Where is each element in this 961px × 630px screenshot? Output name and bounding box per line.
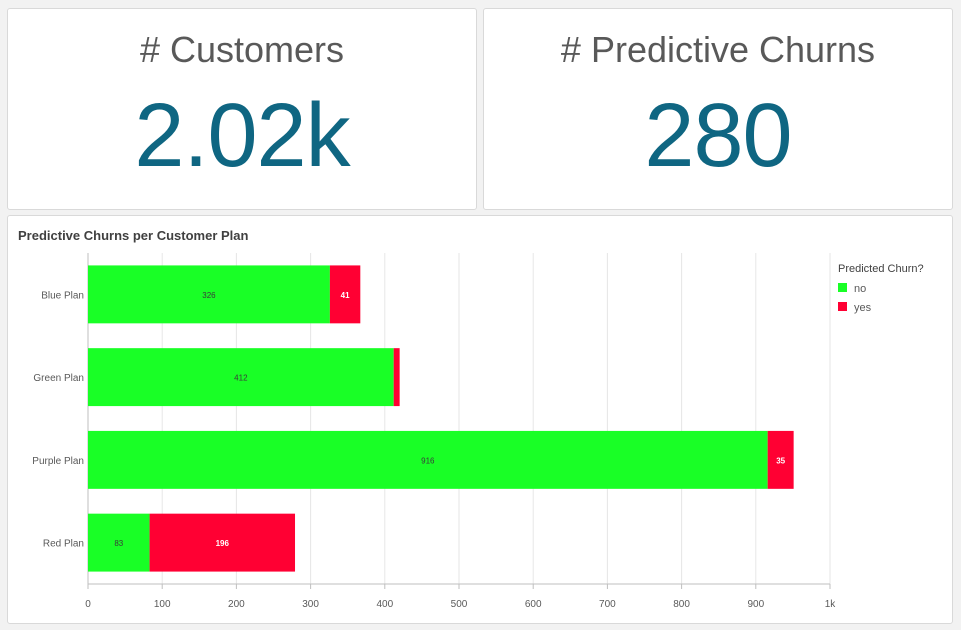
churns-kpi-card[interactable]: # Predictive Churns 280 xyxy=(483,8,953,210)
x-tick-label: 500 xyxy=(451,599,468,610)
churns-kpi-title: # Predictive Churns xyxy=(560,29,876,70)
legend-swatch-no xyxy=(838,283,847,292)
x-tick-label: 100 xyxy=(154,599,171,610)
x-tick-label: 1k xyxy=(825,599,837,610)
x-tick-label: 600 xyxy=(525,599,542,610)
legend-swatch-yes xyxy=(838,302,847,311)
legend-label-yes[interactable]: yes xyxy=(854,302,872,314)
y-category-label: Purple Plan xyxy=(32,456,84,467)
legend-label-no[interactable]: no xyxy=(854,283,866,295)
bar-no[interactable] xyxy=(88,513,150,572)
bar-yes[interactable] xyxy=(393,348,400,407)
bar-yes[interactable] xyxy=(149,513,296,572)
bar-value-label: 326 xyxy=(202,291,216,300)
bar-no[interactable] xyxy=(88,430,768,489)
churns-kpi-value: 280 xyxy=(644,86,792,186)
chart-title: Predictive Churns per Customer Plan xyxy=(18,228,249,243)
bar-value-label: 41 xyxy=(341,291,350,300)
bar-yes[interactable] xyxy=(329,265,361,324)
x-tick-label: 700 xyxy=(599,599,616,610)
bar-value-label: 412 xyxy=(234,374,248,383)
bar-yes[interactable] xyxy=(767,430,794,489)
x-tick-label: 900 xyxy=(747,599,764,610)
x-tick-label: 800 xyxy=(673,599,690,610)
x-tick-label: 300 xyxy=(302,599,319,610)
churn-bar-chart[interactable]: 0 100 200 300 400 500 600 700 800 900 1k Blue Plan 3… xyxy=(8,216,952,623)
bar-value-label: 196 xyxy=(216,539,230,548)
customers-kpi-value: 2.02k xyxy=(134,86,350,186)
legend-title: Predicted Churn? xyxy=(838,263,924,275)
x-tick-label: 0 xyxy=(85,599,91,610)
y-category-label: Blue Plan xyxy=(41,290,84,301)
bar-no[interactable] xyxy=(88,265,330,324)
bar-value-label: 916 xyxy=(421,456,435,465)
customers-kpi-card[interactable]: # Customers 2.02k xyxy=(7,8,477,210)
y-category-label: Red Plan xyxy=(43,539,84,550)
bar-no[interactable] xyxy=(88,348,394,407)
bar-value-label: 35 xyxy=(776,456,785,465)
customers-kpi-title: # Customers xyxy=(139,29,345,70)
y-category-label: Green Plan xyxy=(33,373,84,384)
x-tick-label: 200 xyxy=(228,599,245,610)
x-tick-label: 400 xyxy=(376,599,393,610)
bar-value-label: 83 xyxy=(114,539,123,548)
churn-chart-card[interactable]: Predictive Churns per Customer Plan 0 100… xyxy=(7,215,953,624)
